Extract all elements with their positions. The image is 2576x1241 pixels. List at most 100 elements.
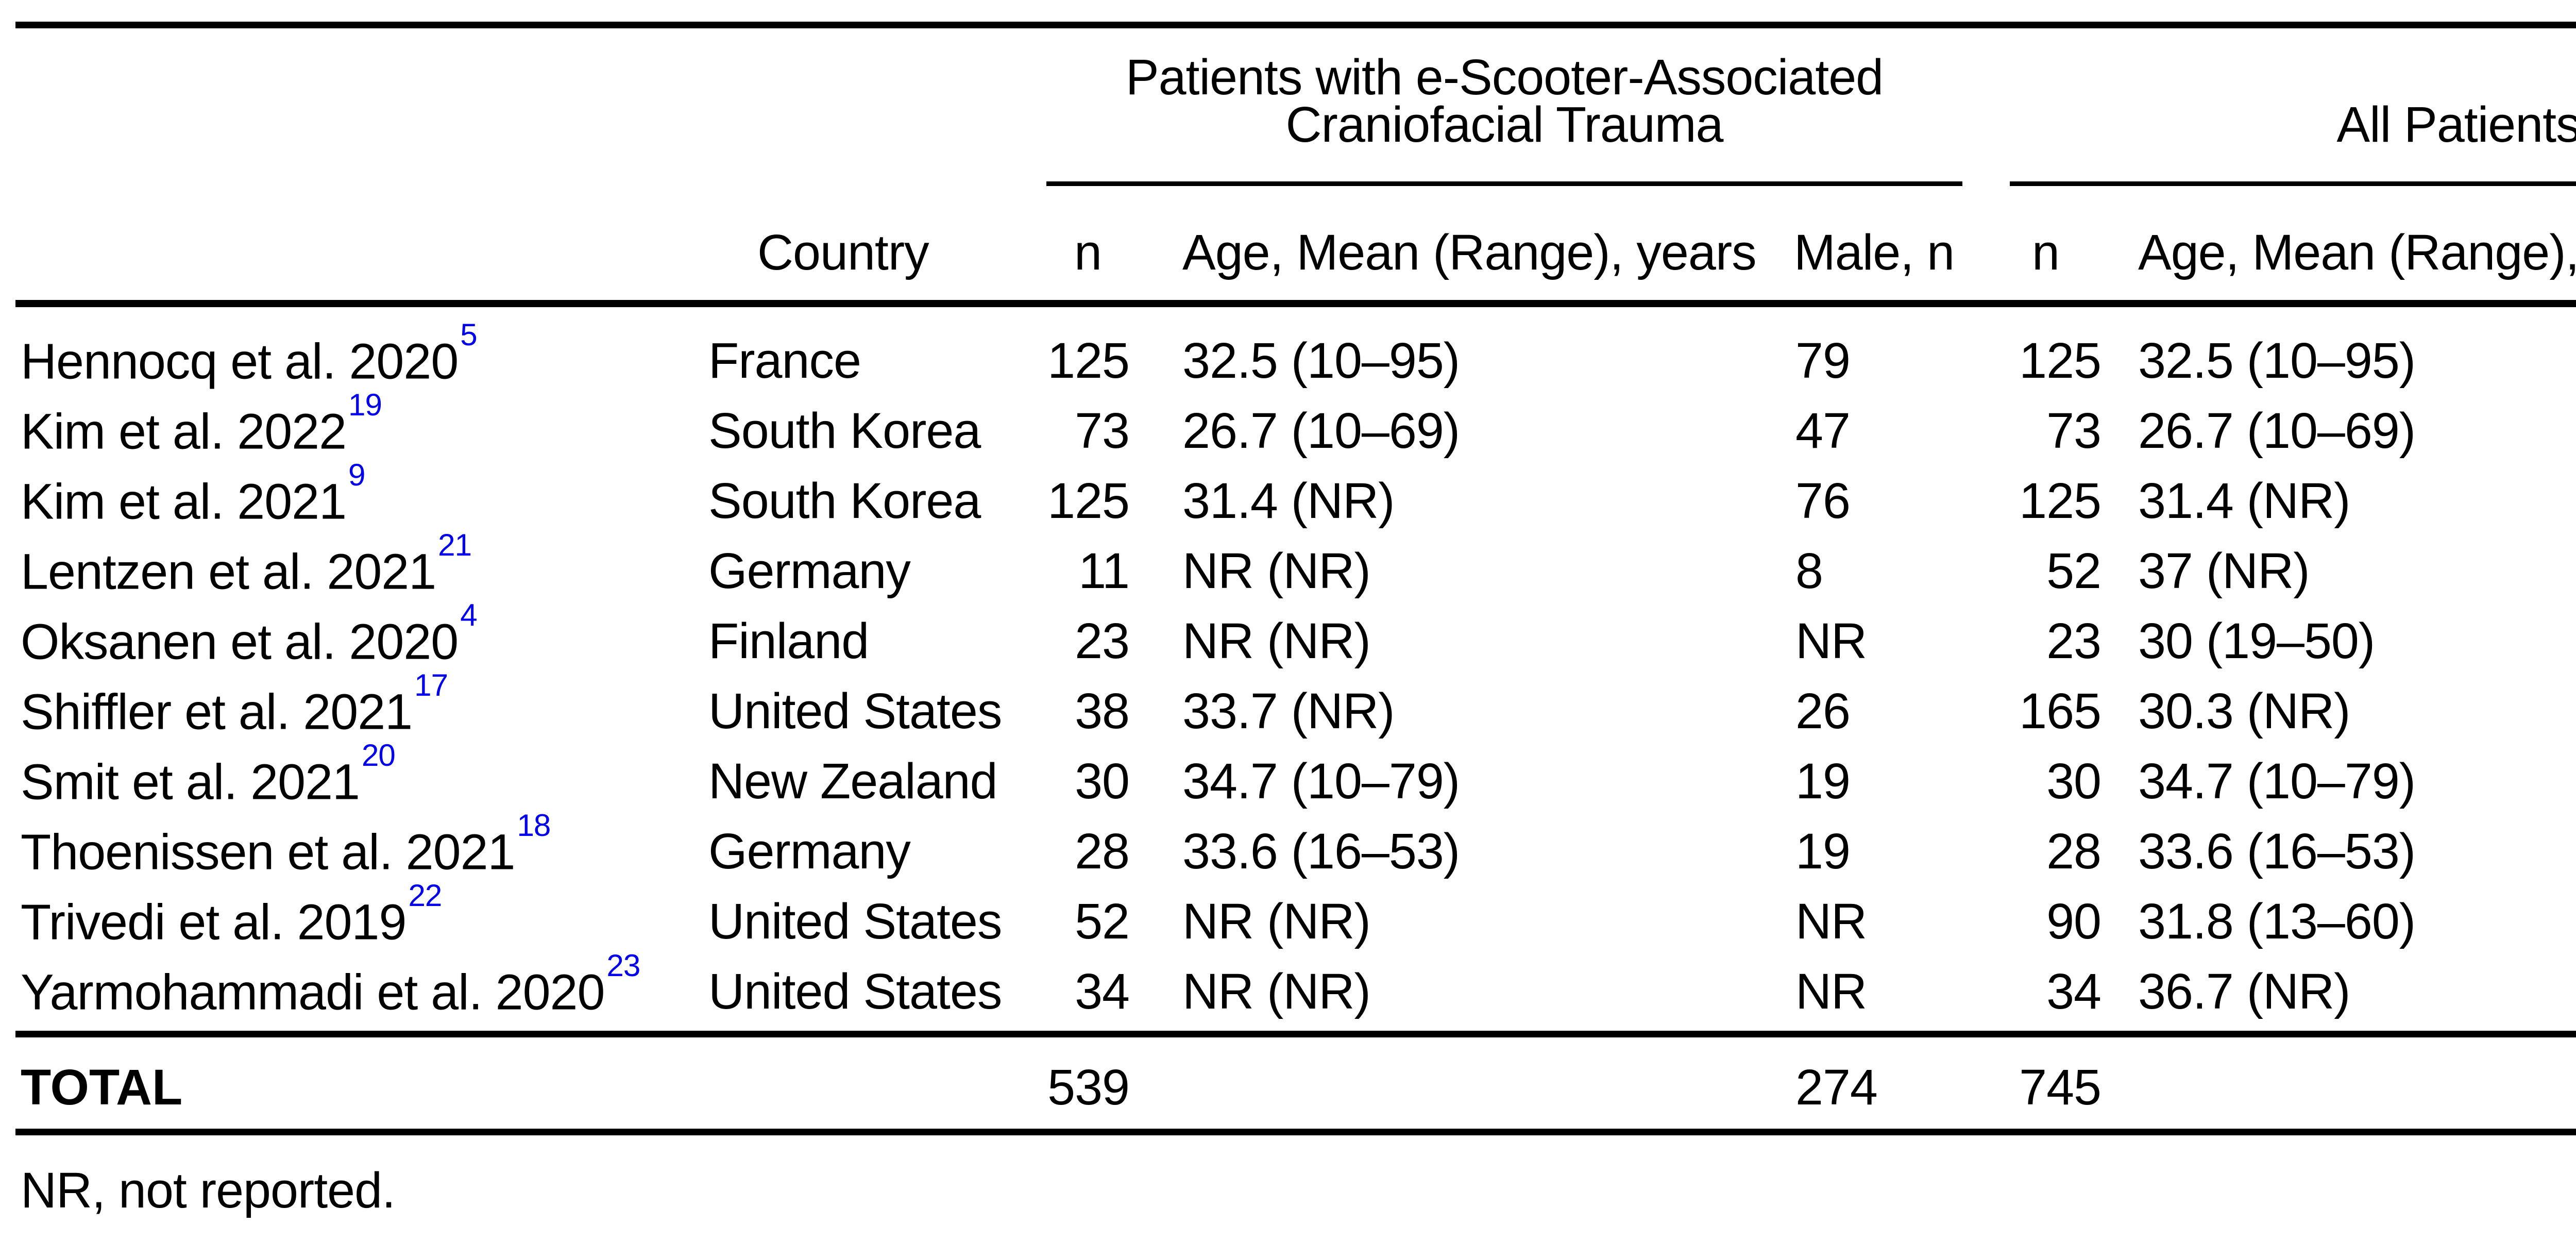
trauma-male-cell: 76	[1795, 473, 1851, 529]
all-n-cell: 52	[2046, 543, 2102, 599]
trauma-male-cell: 19	[1795, 753, 1851, 809]
country-cell: South Korea	[708, 403, 981, 459]
table-footnote: NR, not reported.	[21, 1162, 396, 1218]
study-label: Kim et al. 2021	[21, 473, 347, 530]
citation-reference-link[interactable]: 18	[517, 808, 551, 843]
country-cell: Germany	[708, 823, 911, 879]
trauma-age-cell: NR (NR)	[1182, 963, 1371, 1019]
citation-reference-link[interactable]: 5	[460, 317, 477, 352]
all-n-cell: 90	[2046, 893, 2102, 949]
all-age-cell: 30 (19–50)	[2138, 613, 2375, 669]
all-n-cell: 28	[2046, 823, 2102, 879]
column-header-age-trauma: Age, Mean (Range), years	[1182, 224, 1757, 280]
study-label: Trivedi et al. 2019	[21, 894, 406, 950]
all-n-cell: 34	[2046, 963, 2102, 1019]
trauma-n-cell: 125	[1047, 332, 1130, 389]
citation-reference-link[interactable]: 19	[348, 387, 382, 422]
all-n-cell: 23	[2046, 613, 2102, 669]
citation-reference-link[interactable]: 23	[606, 948, 640, 983]
column-header-age-all: Age, Mean (Range), years	[2138, 224, 2576, 280]
group-header-trauma-line1: Patients with e-Scooter-Associated	[1125, 49, 1884, 105]
trauma-age-cell: 34.7 (10–79)	[1182, 753, 1460, 809]
trauma-male-cell: 8	[1795, 543, 1823, 599]
all-age-cell: 30.3 (NR)	[2138, 683, 2350, 739]
study-cell: Thoenissen et al. 202118	[21, 809, 551, 878]
group-header-trauma-line2: Craniofacial Trauma	[1285, 96, 1724, 153]
country-cell: Finland	[708, 613, 869, 669]
all-n-cell: 30	[2046, 753, 2102, 809]
trauma-male-cell: 79	[1795, 332, 1851, 389]
table-row: Lentzen et al. 202121 Germany 11 NR (NR)…	[0, 529, 2576, 615]
trauma-age-cell: 31.4 (NR)	[1182, 473, 1395, 529]
column-header-male-trauma: Male, n	[1794, 224, 1955, 280]
all-age-cell: 37 (NR)	[2138, 543, 2310, 599]
study-label: Shiffler et al. 2021	[21, 683, 413, 740]
all-age-cell: 26.7 (10–69)	[2138, 403, 2416, 459]
total-trauma-n-cell: 539	[1047, 1059, 1130, 1115]
trauma-male-cell: 26	[1795, 683, 1851, 739]
study-cell: Yarmohammadi et al. 202023	[21, 949, 640, 1020]
table-row: Oksanen et al. 20204 Finland 23 NR (NR) …	[0, 599, 2576, 685]
citation-reference-link[interactable]: 17	[414, 667, 448, 702]
trauma-age-cell: 33.7 (NR)	[1182, 683, 1395, 739]
study-label: Hennocq et al. 2020	[21, 333, 459, 390]
citation-reference-link[interactable]: 4	[460, 597, 477, 632]
trauma-n-cell: 38	[1075, 683, 1130, 739]
column-header-n-all: n	[2032, 224, 2060, 280]
citation-reference-link[interactable]: 9	[348, 457, 365, 492]
study-cell: Smit et al. 202120	[21, 739, 396, 810]
all-n-cell: 125	[2019, 473, 2102, 529]
table-row: Kim et al. 202219 South Korea 73 26.7 (1…	[0, 389, 2576, 475]
trauma-male-cell: 47	[1795, 403, 1851, 459]
rule-above-total	[15, 1031, 2576, 1037]
table-row: Smit et al. 202120 New Zealand 30 34.7 (…	[0, 739, 2576, 826]
citation-reference-link[interactable]: 20	[361, 737, 396, 773]
country-cell: United States	[708, 683, 1002, 739]
all-n-cell: 73	[2046, 403, 2102, 459]
country-cell: United States	[708, 963, 1002, 1019]
trauma-age-cell: NR (NR)	[1182, 613, 1371, 669]
country-cell: France	[708, 332, 861, 389]
country-cell: South Korea	[708, 473, 981, 529]
country-cell: New Zealand	[708, 753, 998, 809]
study-label: Yarmohammadi et al. 2020	[21, 964, 605, 1020]
trauma-age-cell: NR (NR)	[1182, 543, 1371, 599]
all-age-cell: 31.4 (NR)	[2138, 473, 2350, 529]
all-n-cell: 165	[2019, 683, 2102, 739]
total-trauma-male-cell: 274	[1795, 1059, 1878, 1115]
rule-below-headers	[15, 300, 2576, 307]
trauma-n-cell: 11	[1078, 543, 1130, 599]
country-cell: United States	[708, 893, 1002, 949]
all-age-cell: 33.6 (16–53)	[2138, 823, 2416, 879]
study-cell: Trivedi et al. 201922	[21, 879, 442, 950]
study-cell: Lentzen et al. 202121	[21, 529, 472, 600]
study-label: Smit et al. 2021	[21, 753, 360, 810]
total-label: TOTAL	[21, 1059, 183, 1115]
study-cell: Shiffler et al. 202117	[21, 669, 448, 740]
rule-spanner-all	[2010, 181, 2576, 186]
all-age-cell: 31.8 (13–60)	[2138, 893, 2416, 949]
citation-reference-link[interactable]: 21	[438, 527, 472, 562]
rule-below-total	[15, 1129, 2576, 1135]
citation-reference-link[interactable]: 22	[408, 878, 442, 913]
trauma-male-cell: 19	[1795, 823, 1851, 879]
table-row: Hennocq et al. 20205 France 125 32.5 (10…	[0, 318, 2576, 405]
column-header-country: Country	[757, 224, 929, 280]
country-cell: Germany	[708, 543, 911, 599]
rule-spanner-trauma	[1046, 181, 1962, 186]
study-label: Lentzen et al. 2021	[21, 543, 436, 600]
trauma-n-cell: 28	[1075, 823, 1130, 879]
trauma-n-cell: 73	[1075, 403, 1130, 459]
table-row: Shiffler et al. 202117 United States 38 …	[0, 669, 2576, 756]
trauma-male-cell: NR	[1795, 613, 1867, 669]
trauma-n-cell: 23	[1075, 613, 1130, 669]
trauma-n-cell: 34	[1075, 963, 1130, 1019]
trauma-age-cell: 33.6 (16–53)	[1182, 823, 1460, 879]
group-header-all-patients: All Patients	[2336, 96, 2576, 153]
study-cell: Oksanen et al. 20204	[21, 599, 478, 668]
table-row: Yarmohammadi et al. 202023 United States…	[0, 949, 2576, 1036]
all-age-cell: 36.7 (NR)	[2138, 963, 2350, 1019]
trauma-male-cell: NR	[1795, 963, 1867, 1019]
trauma-male-cell: NR	[1795, 893, 1867, 949]
